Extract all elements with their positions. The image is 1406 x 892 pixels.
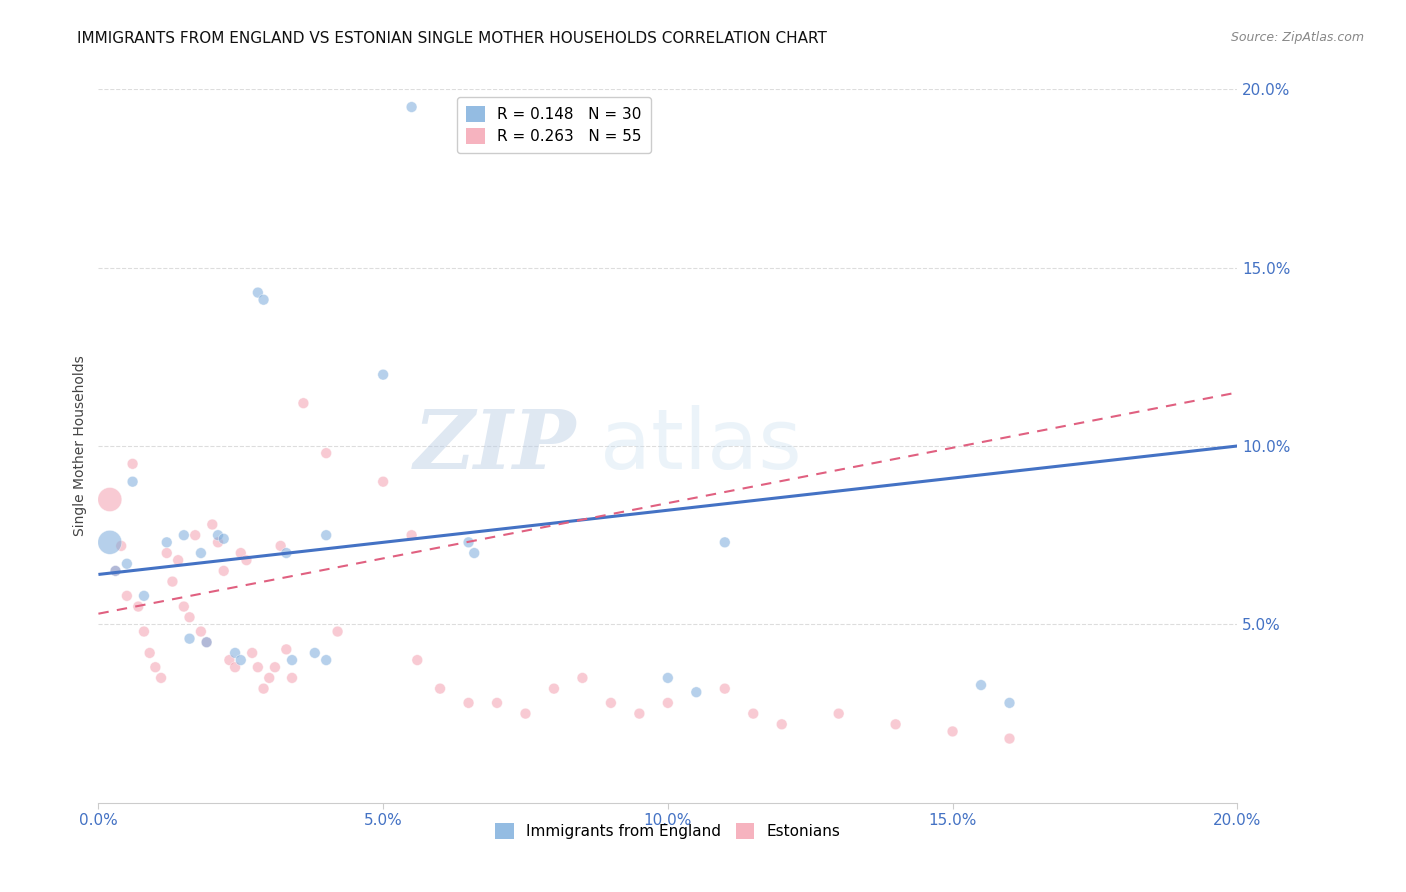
Point	[457, 696, 479, 710]
Point	[235, 553, 257, 567]
Point	[770, 717, 793, 731]
Point	[571, 671, 593, 685]
Point	[127, 599, 149, 614]
Y-axis label: Single Mother Households: Single Mother Households	[73, 356, 87, 536]
Point	[998, 696, 1021, 710]
Point	[373, 475, 395, 489]
Point	[998, 731, 1021, 746]
Point	[259, 671, 281, 685]
Point	[401, 100, 423, 114]
Point	[115, 589, 138, 603]
Point	[264, 660, 287, 674]
Point	[195, 635, 218, 649]
Point	[246, 285, 269, 300]
Point	[970, 678, 993, 692]
Text: ZIP: ZIP	[415, 406, 576, 486]
Point	[406, 653, 429, 667]
Point	[884, 717, 907, 731]
Point	[207, 535, 229, 549]
Point	[246, 660, 269, 674]
Point	[190, 624, 212, 639]
Point	[110, 539, 132, 553]
Point	[132, 589, 155, 603]
Point	[240, 646, 263, 660]
Point	[276, 642, 298, 657]
Point	[132, 624, 155, 639]
Point	[229, 546, 252, 560]
Point	[115, 557, 138, 571]
Point	[515, 706, 537, 721]
Point	[150, 671, 173, 685]
Point	[121, 475, 143, 489]
Point	[252, 681, 274, 696]
Text: atlas: atlas	[599, 406, 801, 486]
Point	[326, 624, 349, 639]
Point	[281, 653, 304, 667]
Point	[828, 706, 851, 721]
Point	[145, 660, 167, 674]
Point	[201, 517, 224, 532]
Point	[657, 696, 679, 710]
Point	[104, 564, 127, 578]
Point	[373, 368, 395, 382]
Point	[457, 535, 479, 549]
Point	[179, 610, 201, 624]
Point	[276, 546, 298, 560]
Point	[156, 535, 179, 549]
Text: Source: ZipAtlas.com: Source: ZipAtlas.com	[1230, 31, 1364, 45]
Point	[486, 696, 509, 710]
Point	[98, 492, 121, 507]
Point	[121, 457, 143, 471]
Point	[600, 696, 623, 710]
Point	[212, 532, 235, 546]
Point	[104, 564, 127, 578]
Point	[657, 671, 679, 685]
Point	[714, 535, 737, 549]
Point	[138, 646, 160, 660]
Point	[184, 528, 207, 542]
Point	[252, 293, 274, 307]
Point	[942, 724, 965, 739]
Text: IMMIGRANTS FROM ENGLAND VS ESTONIAN SINGLE MOTHER HOUSEHOLDS CORRELATION CHART: IMMIGRANTS FROM ENGLAND VS ESTONIAN SING…	[77, 31, 827, 46]
Point	[98, 535, 121, 549]
Point	[212, 564, 235, 578]
Point	[173, 528, 195, 542]
Point	[315, 653, 337, 667]
Point	[156, 546, 179, 560]
Point	[270, 539, 292, 553]
Point	[195, 635, 218, 649]
Point	[429, 681, 451, 696]
Point	[742, 706, 765, 721]
Point	[315, 528, 337, 542]
Point	[207, 528, 229, 542]
Point	[401, 528, 423, 542]
Point	[179, 632, 201, 646]
Point	[190, 546, 212, 560]
Point	[229, 653, 252, 667]
Point	[218, 653, 240, 667]
Point	[315, 446, 337, 460]
Point	[224, 660, 246, 674]
Point	[714, 681, 737, 696]
Point	[292, 396, 315, 410]
Legend: Immigrants from England, Estonians: Immigrants from England, Estonians	[489, 817, 846, 845]
Point	[224, 646, 246, 660]
Point	[281, 671, 304, 685]
Point	[628, 706, 651, 721]
Point	[463, 546, 485, 560]
Point	[162, 574, 184, 589]
Point	[173, 599, 195, 614]
Point	[543, 681, 565, 696]
Point	[167, 553, 190, 567]
Point	[685, 685, 707, 699]
Point	[304, 646, 326, 660]
